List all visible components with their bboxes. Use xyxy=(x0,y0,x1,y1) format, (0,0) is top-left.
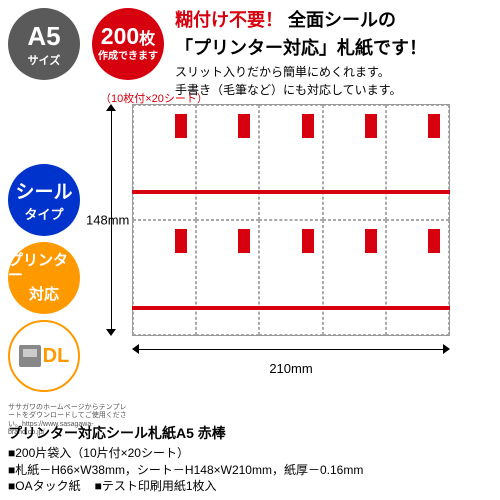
badge-printer-main: プリンター xyxy=(8,253,80,283)
card-tag-icon xyxy=(365,229,377,253)
badge-seal-sub: タイプ xyxy=(24,204,63,223)
card-cell xyxy=(323,105,386,220)
headline-rest: 全面シールの xyxy=(283,10,396,30)
headline-block: 糊付け不要！ 全面シールの 「プリンター対応」札紙です！ スリット入りだから簡単… xyxy=(175,6,494,98)
badge-count-wrap: 200枚 作成できます xyxy=(92,8,172,86)
bullet-item: ■札紙－H66×W38mm，シート－H148×W210mm，紙厚－0.16mm xyxy=(8,462,492,478)
card-tag-icon xyxy=(428,114,440,138)
badge-column-left: A5 サイズ シール タイプ プリンター 対応 DL xyxy=(8,8,83,398)
arrow-h-line xyxy=(136,349,446,350)
badge-printer-sub: 対応 xyxy=(29,283,59,304)
badge-dl-text: DL xyxy=(43,345,70,368)
card-cell xyxy=(133,220,196,335)
badge-seal-main: シール xyxy=(15,177,72,204)
card-cell xyxy=(259,105,322,220)
card-cell xyxy=(323,220,386,335)
card-tag-icon xyxy=(302,114,314,138)
badge-printer: プリンター 対応 xyxy=(8,242,80,314)
headline-red: 糊付け不要！ xyxy=(175,10,283,30)
badge-size-main: A5 xyxy=(27,21,60,52)
red-bar-bottom xyxy=(132,306,450,310)
arrow-down-icon xyxy=(106,329,116,336)
card-tag-icon xyxy=(175,114,187,138)
dimension-arrow-horizontal: 210mm xyxy=(132,340,450,360)
badge-count-sub: 作成できます xyxy=(98,47,158,62)
monitor-icon xyxy=(19,345,41,367)
badge-seal: シール タイプ xyxy=(8,164,80,236)
headline-line1: 糊付け不要！ 全面シールの xyxy=(175,6,494,32)
badge-size-sub: サイズ xyxy=(28,52,61,68)
card-cell xyxy=(133,105,196,220)
card-tag-icon xyxy=(238,229,250,253)
headline-line2: 「プリンター対応」札紙です！ xyxy=(175,34,494,60)
card-cell xyxy=(386,105,449,220)
card-tag-icon xyxy=(428,229,440,253)
card-tag-icon xyxy=(238,114,250,138)
card-cell xyxy=(196,220,259,335)
badge-count: 200枚 作成できます xyxy=(92,8,164,80)
subline-2: 手書き（毛筆など）にも対応しています。 xyxy=(175,81,494,98)
red-bar-top xyxy=(132,190,450,194)
badge-download: DL xyxy=(8,320,80,392)
bullet-item: ■OAタック紙 xyxy=(8,478,81,494)
arrow-right-icon xyxy=(443,344,450,354)
badge-count-unit: 枚 xyxy=(139,33,155,47)
card-cell xyxy=(259,220,322,335)
sheet-diagram: 148mm 210mm xyxy=(132,104,450,336)
height-label: 148mm xyxy=(86,213,129,228)
bullet-item: ■200片袋入（10片付×20シート） xyxy=(8,445,189,461)
card-cell xyxy=(196,105,259,220)
product-bullets: ■200片袋入（10片付×20シート） ■札紙－H66×W38mm，シート－H1… xyxy=(8,445,492,494)
badge-size: A5 サイズ xyxy=(8,8,80,80)
subline-1: スリット入りだから簡単にめくれます。 xyxy=(175,63,494,80)
card-tag-icon xyxy=(302,229,314,253)
badge-count-main: 200枚 xyxy=(101,26,155,47)
width-label: 210mm xyxy=(269,361,312,376)
card-cell xyxy=(386,220,449,335)
product-title: プリンター対応シール札紙A5 赤棒 xyxy=(8,423,492,443)
badge-count-number: 200 xyxy=(101,26,139,47)
sheet-grid xyxy=(132,104,450,336)
card-tag-icon xyxy=(175,229,187,253)
card-tag-icon xyxy=(365,114,377,138)
product-info: プリンター対応シール札紙A5 赤棒 ■200片袋入（10片付×20シート） ■札… xyxy=(8,423,492,494)
bullet-item: ■テスト印刷用紙1枚入 xyxy=(95,478,217,494)
